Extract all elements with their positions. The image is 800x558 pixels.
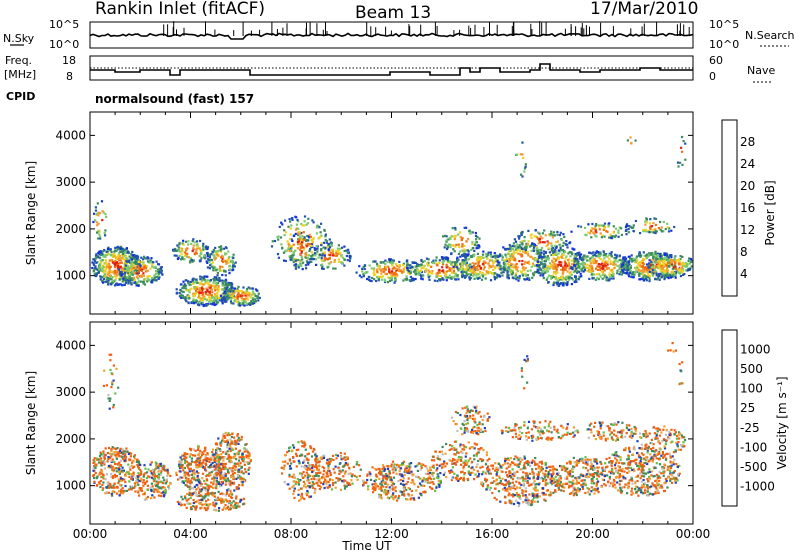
velocity-colorbar-label: Velocity [m s⁻¹]: [775, 376, 789, 469]
nsearch-tick-top: 10^5: [709, 18, 739, 31]
y-tick-label: 1000: [55, 269, 86, 283]
time-tick-label: 08:00: [274, 527, 309, 541]
y-tick-label: 4000: [55, 128, 86, 142]
velocity-colorbar: 1000 500 100 25 -25 -100 -500 -1000: [722, 330, 775, 506]
colorbar-tick: 8: [740, 245, 748, 259]
y-tick-label: 3000: [55, 175, 86, 189]
colorbar-tick: 4: [740, 267, 748, 281]
power-data: [91, 136, 693, 307]
colorbar-tick: 28: [740, 135, 755, 149]
station-title: Rankin Inlet (fitACF): [95, 0, 265, 19]
freq-tick-top: 18: [62, 54, 76, 67]
nsky-tick-top: 10^5: [49, 18, 79, 31]
nsky-label: N.Sky: [3, 32, 35, 45]
y-tick-label: 1000: [55, 479, 86, 493]
power-colorbar: 28 24 20 16 12 8 4: [722, 120, 755, 296]
time-axis-title: Time UT: [341, 539, 392, 553]
colorbar-tick: 100: [740, 382, 763, 396]
nave-tick-bottom: 0: [709, 70, 716, 83]
cpid-label: CPID: [6, 90, 35, 103]
freq-panel: Freq. [MHz] 18 8 60 0 Nave CPID normalso…: [4, 54, 775, 106]
nsearch-spikes: [164, 21, 690, 36]
time-tick-label: 04:00: [173, 527, 208, 541]
power-colorbar-label: Power [dB]: [763, 180, 777, 245]
time-tick-label: 16:00: [475, 527, 510, 541]
nsearch-tick-bottom: 10^0: [709, 38, 739, 51]
y-tick-label: 2000: [55, 432, 86, 446]
beam-label: Beam 13: [355, 3, 431, 23]
colorbar-tick: 20: [740, 179, 755, 193]
freq-label: Freq.: [5, 54, 32, 67]
colorbar-tick: -1000: [740, 479, 775, 493]
y-tick-label: 3000: [55, 385, 86, 399]
time-tick-label: 00:00: [73, 527, 108, 541]
nave-tick-top: 60: [709, 54, 723, 67]
colorbar-tick: 24: [740, 157, 755, 171]
time-tick-label: 20:00: [575, 527, 610, 541]
time-tick-label: 00:00: [676, 527, 711, 541]
y-tick-label: 4000: [55, 338, 86, 352]
colorbar-tick: 16: [740, 201, 755, 215]
colorbar-tick: 12: [740, 223, 755, 237]
nsearch-label: N.Search: [745, 29, 795, 42]
colorbar-tick: 1000: [740, 343, 771, 357]
power-ylabel: Slant Range [km]: [24, 161, 38, 265]
freq-line: [90, 64, 693, 75]
velocity-panel: 1000 2000 3000 4000 Slant Range [km] 1000 50…: [24, 322, 789, 524]
y-tick-label: 2000: [55, 222, 86, 236]
velocity-data: [92, 342, 686, 512]
cpid-text: normalsound (fast) 157: [95, 92, 254, 106]
colorbar-tick: 25: [740, 401, 755, 415]
velocity-ylabel: Slant Range [km]: [24, 371, 38, 475]
freq-tick-bottom: 8: [66, 70, 73, 83]
nsky-tick-bottom: 10^0: [49, 38, 79, 51]
colorbar-tick: -500: [740, 460, 767, 474]
power-panel: 1000 2000 3000 4000 Slant Range [km] 28 24 20…: [24, 112, 777, 314]
date-label: 17/Mar/2010: [590, 0, 698, 19]
colorbar-tick: 500: [740, 362, 763, 376]
nave-label: Nave: [747, 64, 775, 77]
freq-unit: [MHz]: [4, 68, 36, 81]
colorbar-tick: -25: [740, 421, 760, 435]
colorbar-tick: -100: [740, 440, 767, 454]
